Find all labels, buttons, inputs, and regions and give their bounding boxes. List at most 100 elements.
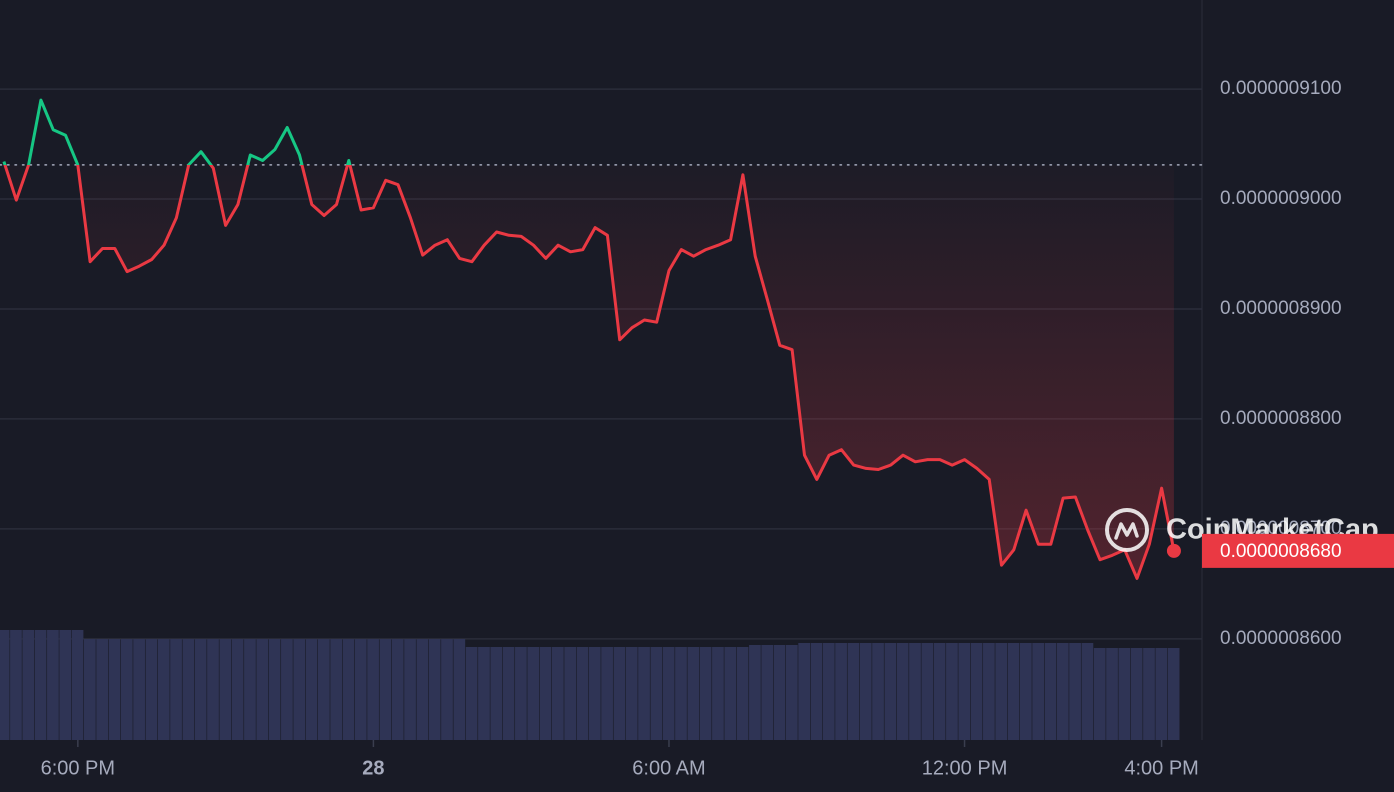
x-tick-label: 6:00 PM	[41, 757, 115, 779]
price-label-box	[1202, 533, 1394, 568]
volume-bar	[551, 647, 564, 740]
area-fill	[4, 164, 1174, 579]
volume-bar	[921, 643, 934, 740]
volume-bar	[625, 647, 638, 740]
volume-bar	[478, 647, 490, 740]
volume-bar	[983, 643, 995, 740]
volume-bar	[281, 639, 293, 740]
volume-bar	[1019, 643, 1032, 740]
volume-bar	[872, 643, 884, 740]
volume-bar	[47, 630, 59, 740]
volume-bar	[219, 639, 232, 740]
volume-bar	[0, 630, 10, 740]
x-tick-label: 28	[362, 757, 384, 779]
volume-bar	[231, 639, 244, 740]
volume-bar	[453, 639, 466, 740]
volume-bar	[96, 639, 109, 740]
volume-bar	[145, 639, 158, 740]
volume-bar	[133, 639, 145, 740]
volume-bar	[958, 643, 971, 740]
volume-bar	[428, 639, 441, 740]
volume-bar	[539, 647, 552, 740]
volume-bar	[995, 643, 1008, 740]
y-tick-label: 0.0000008800	[1220, 408, 1342, 429]
volume-bar	[515, 647, 527, 740]
volume-bar	[601, 647, 613, 740]
volume-bar	[59, 630, 72, 740]
volume-bar	[970, 643, 983, 740]
volume-bar	[1069, 643, 1081, 740]
volume-bar	[638, 647, 650, 740]
volume-bar	[502, 647, 515, 740]
y-tick-label: 0.0000008600	[1220, 628, 1342, 649]
volume-bar	[244, 639, 256, 740]
watermark-logo	[1105, 508, 1149, 552]
volume-bar	[859, 643, 872, 740]
volume-bar	[268, 639, 281, 740]
volume-bar	[465, 647, 478, 740]
volume-bar	[1167, 648, 1180, 740]
volume-bar	[330, 639, 343, 740]
volume-bar	[724, 647, 737, 740]
volume-bar	[946, 643, 958, 740]
y-tick-label: 0.0000008700	[1220, 518, 1342, 539]
volume-bar	[712, 647, 724, 740]
volume-bar	[736, 647, 749, 740]
x-tick-label: 4:00 PM	[1124, 757, 1198, 779]
volume-bar	[847, 643, 860, 740]
volume-bar	[933, 643, 946, 740]
y-tick-label: 0.0000009000	[1220, 188, 1342, 209]
volume-bar	[835, 643, 847, 740]
volume-bar	[1032, 643, 1045, 740]
y-tick-label: 0.0000008900	[1220, 298, 1342, 319]
volume-bar	[822, 643, 835, 740]
volume-bar	[379, 639, 392, 740]
volume-bar	[108, 639, 121, 740]
volume-bar	[1130, 648, 1143, 740]
volume-bar	[34, 630, 47, 740]
volume-bar	[120, 639, 133, 740]
volume-bar	[1081, 643, 1094, 740]
volume-bar	[182, 639, 195, 740]
volume-bar	[798, 643, 811, 740]
volume-bar	[675, 647, 687, 740]
volume-bar	[884, 643, 897, 740]
volume-bar	[194, 639, 207, 740]
volume-bar	[22, 630, 35, 740]
x-tick-label: 12:00 PM	[922, 757, 1008, 779]
price-label: 0.0000008680	[1220, 541, 1342, 562]
volume-bar	[1056, 643, 1069, 740]
volume-bar	[170, 639, 182, 740]
volume-bar	[490, 647, 503, 740]
volume-bar	[650, 647, 663, 740]
volume-bar	[909, 643, 921, 740]
volume-bar	[1118, 648, 1131, 740]
price-line	[2, 98, 1176, 580]
volume-bar	[1007, 643, 1020, 740]
volume-bar	[1093, 648, 1106, 740]
volume-bar	[613, 647, 626, 740]
volume-bar	[342, 639, 355, 740]
volume-bar	[527, 647, 540, 740]
volume-bar	[785, 645, 798, 740]
volume-bar	[317, 639, 330, 740]
last-price-dot	[1166, 543, 1181, 558]
volume-bar	[1143, 648, 1155, 740]
volume-bar	[256, 639, 269, 740]
volume-bar	[10, 630, 22, 740]
volume-bar	[83, 639, 96, 740]
volume-bar	[896, 643, 909, 740]
volume-bar	[391, 639, 404, 740]
volume-bar	[810, 643, 823, 740]
volume-bar	[71, 630, 84, 740]
volume-bar	[305, 639, 318, 740]
volume-bar	[588, 647, 601, 740]
volume-bar	[1106, 648, 1118, 740]
volume-bar	[404, 639, 416, 740]
volume-bar	[416, 639, 429, 740]
volume-bar	[1044, 643, 1057, 740]
x-tick-label: 6:00 AM	[632, 757, 705, 779]
volume-bar	[157, 639, 170, 740]
volume-bar	[761, 645, 774, 740]
